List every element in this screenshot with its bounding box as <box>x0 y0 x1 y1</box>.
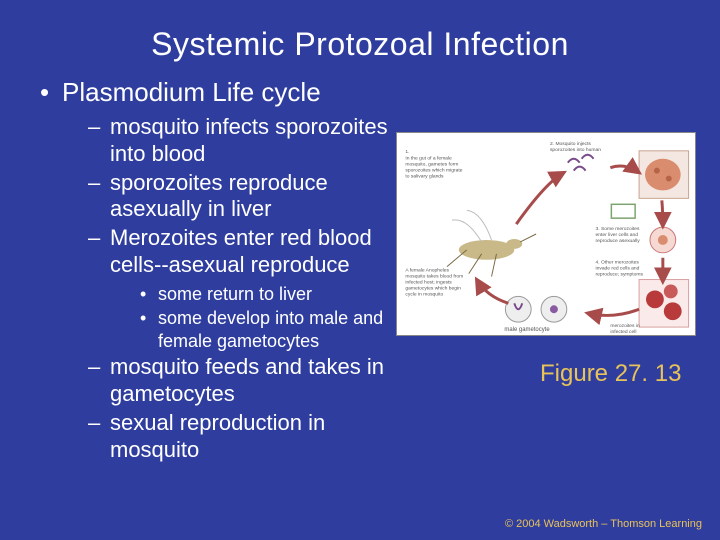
point-4: mosquito feeds and takes in gametocytes <box>88 354 418 408</box>
svg-text:2. Mosquito injects: 2. Mosquito injects <box>550 141 591 147</box>
point-5: sexual reproduction in mosquito <box>88 410 418 464</box>
svg-text:reproduce; symptoms: reproduce; symptoms <box>596 272 644 278</box>
svg-text:sporozoites into human: sporozoites into human <box>550 147 601 153</box>
svg-text:gametocytes which begin: gametocytes which begin <box>405 285 461 291</box>
point-3: Merozoites enter red blood cells--asexua… <box>88 225 418 352</box>
svg-text:mosquito, gametes form: mosquito, gametes form <box>405 162 458 168</box>
svg-text:mosquito takes blood from: mosquito takes blood from <box>405 274 463 280</box>
svg-text:In the gut of a female: In the gut of a female <box>405 156 452 162</box>
gametocytes-icon: male gametocyte <box>504 296 566 333</box>
slide-title: Systemic Protozoal Infection <box>28 26 692 63</box>
lifecycle-svg: male gametocyte 1. In the gut of a femal… <box>397 133 695 335</box>
copyright-text: © 2004 Wadsworth – Thomson Learning <box>505 518 702 530</box>
svg-text:1.: 1. <box>405 149 409 155</box>
svg-text:4. Other merozoites: 4. Other merozoites <box>596 260 640 266</box>
svg-text:cycle in mosquito: cycle in mosquito <box>405 291 443 297</box>
svg-text:to salivary glands: to salivary glands <box>405 174 444 180</box>
sporozoites-icon <box>568 155 594 171</box>
rbc-icon <box>639 280 689 328</box>
point-3a: some return to liver <box>140 283 410 306</box>
headline-text: Plasmodium Life cycle <box>62 77 321 107</box>
svg-text:3. Some merozoites: 3. Some merozoites <box>596 226 640 232</box>
merozoite-icon <box>650 227 676 253</box>
slide: Systemic Protozoal Infection Plasmodium … <box>0 0 720 540</box>
point-2: sporozoites reproduce asexually in liver <box>88 170 418 224</box>
svg-text:infected cell: infected cell <box>610 329 636 335</box>
svg-text:infected host; ingests: infected host; ingests <box>405 280 452 286</box>
svg-text:merozoites in: merozoites in <box>610 323 640 329</box>
bullet-list-lvl3: some return to liver some develop into m… <box>140 283 418 353</box>
svg-text:reproduce asexually: reproduce asexually <box>596 238 641 244</box>
point-1: mosquito infects sporozoites into blood <box>88 114 418 168</box>
point-3b: some develop into male and female gameto… <box>140 307 410 352</box>
point-3-text: Merozoites enter red blood cells--asexua… <box>110 225 372 277</box>
svg-text:enter liver cells and: enter liver cells and <box>596 232 639 238</box>
svg-text:sporozoites which migrate: sporozoites which migrate <box>405 168 462 174</box>
svg-text:male gametocyte: male gametocyte <box>504 327 550 333</box>
mosquito-icon <box>447 210 536 276</box>
liver-icon <box>639 151 689 199</box>
svg-text:invade red cells and: invade red cells and <box>596 266 640 272</box>
label-box-icon <box>611 204 635 218</box>
lifecycle-diagram: male gametocyte 1. In the gut of a femal… <box>396 132 696 336</box>
svg-text:A female Anopheles: A female Anopheles <box>405 268 449 274</box>
figure-label: Figure 27. 13 <box>540 360 681 388</box>
